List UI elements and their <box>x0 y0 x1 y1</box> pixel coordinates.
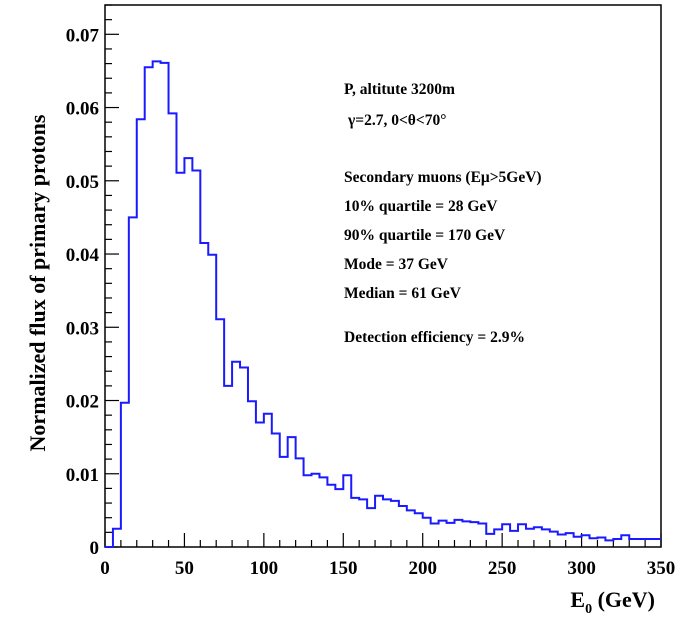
y-axis-title: Normalized flux of primary protons <box>25 114 50 451</box>
annotation-block: P, altitute 3200m γ=2.7, 0<θ<70° Seconda… <box>344 81 542 346</box>
y-tick-label: 0 <box>90 538 100 559</box>
y-tick-label: 0.02 <box>66 392 99 413</box>
y-tick-label: 0.04 <box>66 245 100 266</box>
annotation-quartile-10: 10% quartile = 28 GeV <box>344 198 498 215</box>
annotation-median: Median = 61 GeV <box>344 285 462 302</box>
annotation-muons: Secondary muons (Eμ>5GeV) <box>344 169 542 186</box>
annotation-quartile-90: 90% quartile = 170 GeV <box>344 227 506 244</box>
x-axis-title: E0 (GeV) <box>570 587 655 617</box>
x-tick-label: 0 <box>100 558 110 579</box>
x-tick-label: 300 <box>567 558 596 579</box>
annotation-spectrum: γ=2.7, 0<θ<70° <box>347 112 446 129</box>
x-tick-label: 100 <box>250 558 279 579</box>
x-tick-labels: 0 50 100 150 200 250 300 350 <box>100 558 675 579</box>
x-axis-title-E: E <box>570 587 585 612</box>
y-tick-label: 0.06 <box>66 99 99 120</box>
y-tick-label: 0.07 <box>66 25 100 46</box>
plot-frame <box>104 4 662 548</box>
x-tick-label: 150 <box>329 558 358 579</box>
y-tick-labels: 0 0.01 0.02 0.03 0.04 0.05 0.06 0.07 <box>66 25 100 559</box>
y-tick-label: 0.01 <box>66 465 99 486</box>
annotation-mode: Mode = 37 GeV <box>344 256 449 273</box>
x-tick-label: 50 <box>175 558 194 579</box>
histogram-line <box>105 60 661 548</box>
x-axis-title-unit: (GeV) <box>592 587 655 612</box>
y-tick-label: 0.05 <box>66 172 99 193</box>
x-axis-title-subscript: 0 <box>585 602 592 617</box>
x-tick-label: 350 <box>647 558 676 579</box>
annotation-efficiency: Detection efficiency = 2.9% <box>344 329 525 346</box>
x-tick-label: 250 <box>488 558 517 579</box>
x-tick-label: 200 <box>408 558 437 579</box>
annotation-particle: P, altitute 3200m <box>344 81 455 98</box>
y-tick-label: 0.03 <box>66 318 99 339</box>
